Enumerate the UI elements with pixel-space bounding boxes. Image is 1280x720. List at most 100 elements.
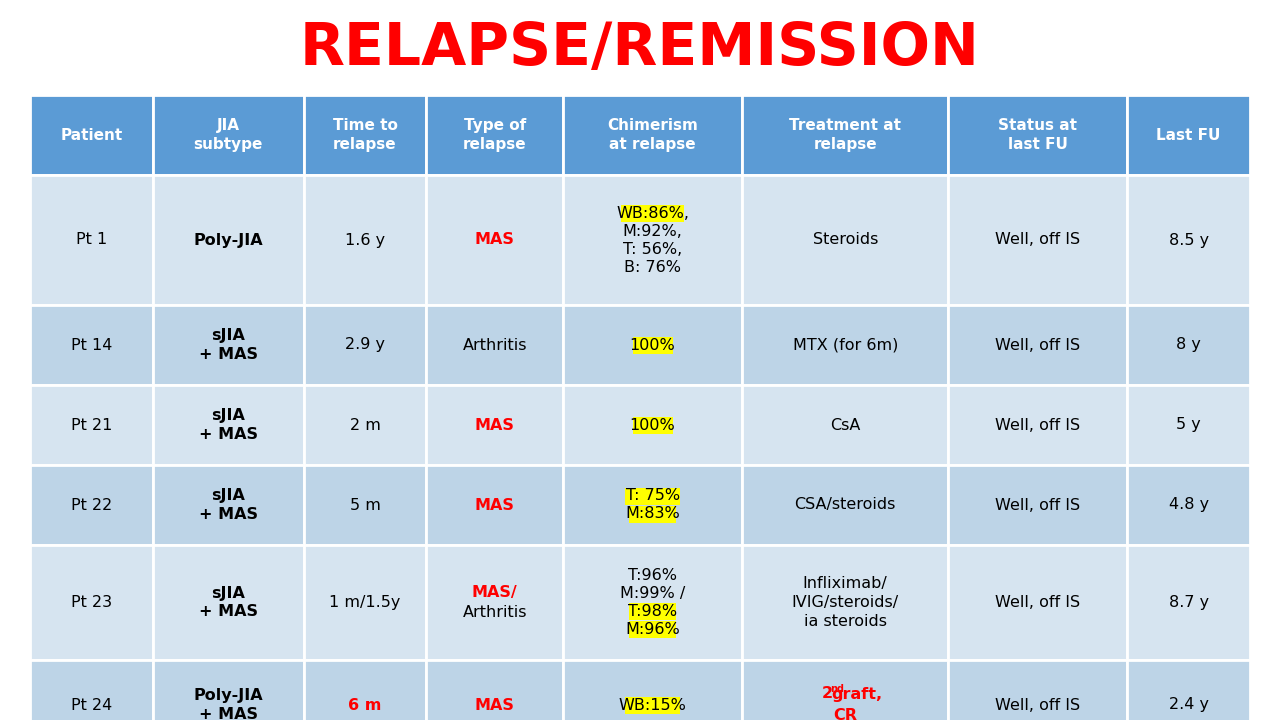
Bar: [426, 305, 563, 385]
Text: sJIA
+ MAS: sJIA + MAS: [198, 328, 257, 361]
Text: T: 56%,: T: 56%,: [623, 241, 682, 256]
Text: WB:86%,: WB:86%,: [616, 205, 689, 220]
Text: graft,: graft,: [832, 686, 883, 701]
Bar: [303, 385, 426, 465]
Bar: [152, 545, 303, 660]
Text: Pt 22: Pt 22: [70, 498, 113, 513]
Text: B: 76%: B: 76%: [625, 259, 681, 274]
Text: M:96%: M:96%: [625, 622, 680, 637]
Text: Well, off IS: Well, off IS: [996, 498, 1080, 513]
Text: Infliximab/
IVIG/steroids/
ia steroids: Infliximab/ IVIG/steroids/ ia steroids: [791, 577, 899, 629]
Bar: [948, 385, 1128, 465]
Text: CR: CR: [833, 708, 858, 720]
Bar: [152, 175, 303, 305]
Bar: [742, 305, 948, 385]
Bar: [742, 175, 948, 305]
Bar: [29, 465, 152, 545]
Text: RELAPSE/REMISSION: RELAPSE/REMISSION: [300, 19, 980, 76]
Bar: [426, 545, 563, 660]
Bar: [621, 204, 684, 222]
Bar: [303, 545, 426, 660]
Text: sJIA
+ MAS: sJIA + MAS: [198, 488, 257, 522]
Text: MTX (for 6m): MTX (for 6m): [792, 338, 897, 353]
Bar: [563, 305, 742, 385]
Text: sJIA
+ MAS: sJIA + MAS: [198, 585, 257, 619]
Bar: [29, 175, 152, 305]
Bar: [742, 545, 948, 660]
Bar: [1128, 465, 1251, 545]
Bar: [303, 175, 426, 305]
Bar: [948, 545, 1128, 660]
Bar: [1128, 95, 1251, 175]
Bar: [152, 95, 303, 175]
Text: Status at
last FU: Status at last FU: [998, 118, 1078, 152]
Bar: [742, 660, 948, 720]
Text: M:83%: M:83%: [625, 506, 680, 521]
Text: Pt 23: Pt 23: [70, 595, 111, 610]
Bar: [1128, 660, 1251, 720]
Bar: [303, 660, 426, 720]
Bar: [628, 621, 676, 638]
Bar: [632, 336, 672, 354]
Bar: [563, 465, 742, 545]
Text: Steroids: Steroids: [813, 233, 878, 248]
Text: JIA
subtype: JIA subtype: [193, 118, 262, 152]
Bar: [152, 465, 303, 545]
Bar: [628, 505, 676, 523]
Bar: [1128, 545, 1251, 660]
Text: Pt 24: Pt 24: [70, 698, 113, 713]
Text: 8 y: 8 y: [1176, 338, 1201, 353]
Text: Poly-JIA
+ MAS: Poly-JIA + MAS: [193, 688, 262, 720]
Text: MAS: MAS: [475, 418, 515, 433]
Text: 2.4 y: 2.4 y: [1169, 698, 1208, 713]
Bar: [426, 465, 563, 545]
Bar: [1128, 175, 1251, 305]
Bar: [426, 175, 563, 305]
Bar: [742, 465, 948, 545]
Text: T:98%: T:98%: [628, 604, 677, 619]
Text: nd: nd: [831, 684, 845, 694]
Text: CSA/steroids: CSA/steroids: [795, 498, 896, 513]
Text: Time to
relapse: Time to relapse: [333, 118, 398, 152]
Text: 2 m: 2 m: [349, 418, 380, 433]
Text: Poly-JIA: Poly-JIA: [193, 233, 262, 248]
Bar: [628, 603, 676, 620]
Bar: [948, 465, 1128, 545]
Text: 8.7 y: 8.7 y: [1169, 595, 1208, 610]
Text: Well, off IS: Well, off IS: [996, 698, 1080, 713]
Text: Treatment at
relapse: Treatment at relapse: [790, 118, 901, 152]
Text: MAS: MAS: [475, 498, 515, 513]
Text: sJIA
+ MAS: sJIA + MAS: [198, 408, 257, 442]
Bar: [152, 660, 303, 720]
Bar: [29, 305, 152, 385]
Text: Chimerism
at relapse: Chimerism at relapse: [607, 118, 698, 152]
Bar: [303, 465, 426, 545]
Text: 5 m: 5 m: [349, 498, 380, 513]
Bar: [625, 696, 680, 714]
Bar: [303, 305, 426, 385]
Bar: [948, 305, 1128, 385]
Bar: [625, 487, 680, 505]
Text: 100%: 100%: [630, 418, 676, 433]
Bar: [948, 175, 1128, 305]
Bar: [29, 660, 152, 720]
Text: MAS/: MAS/: [472, 585, 517, 600]
Bar: [563, 175, 742, 305]
Text: CsA: CsA: [829, 418, 860, 433]
Text: MAS: MAS: [475, 233, 515, 248]
Bar: [426, 95, 563, 175]
Text: 2.9 y: 2.9 y: [346, 338, 385, 353]
Bar: [632, 416, 672, 433]
Text: M:92%,: M:92%,: [622, 223, 682, 238]
Text: Pt 1: Pt 1: [76, 233, 108, 248]
Bar: [563, 545, 742, 660]
Text: Pt 21: Pt 21: [70, 418, 113, 433]
Text: Well, off IS: Well, off IS: [996, 338, 1080, 353]
Text: 4.8 y: 4.8 y: [1169, 498, 1208, 513]
Text: 1.6 y: 1.6 y: [344, 233, 385, 248]
Bar: [152, 305, 303, 385]
Bar: [29, 545, 152, 660]
Bar: [742, 95, 948, 175]
Bar: [563, 95, 742, 175]
Text: 2: 2: [822, 686, 833, 701]
